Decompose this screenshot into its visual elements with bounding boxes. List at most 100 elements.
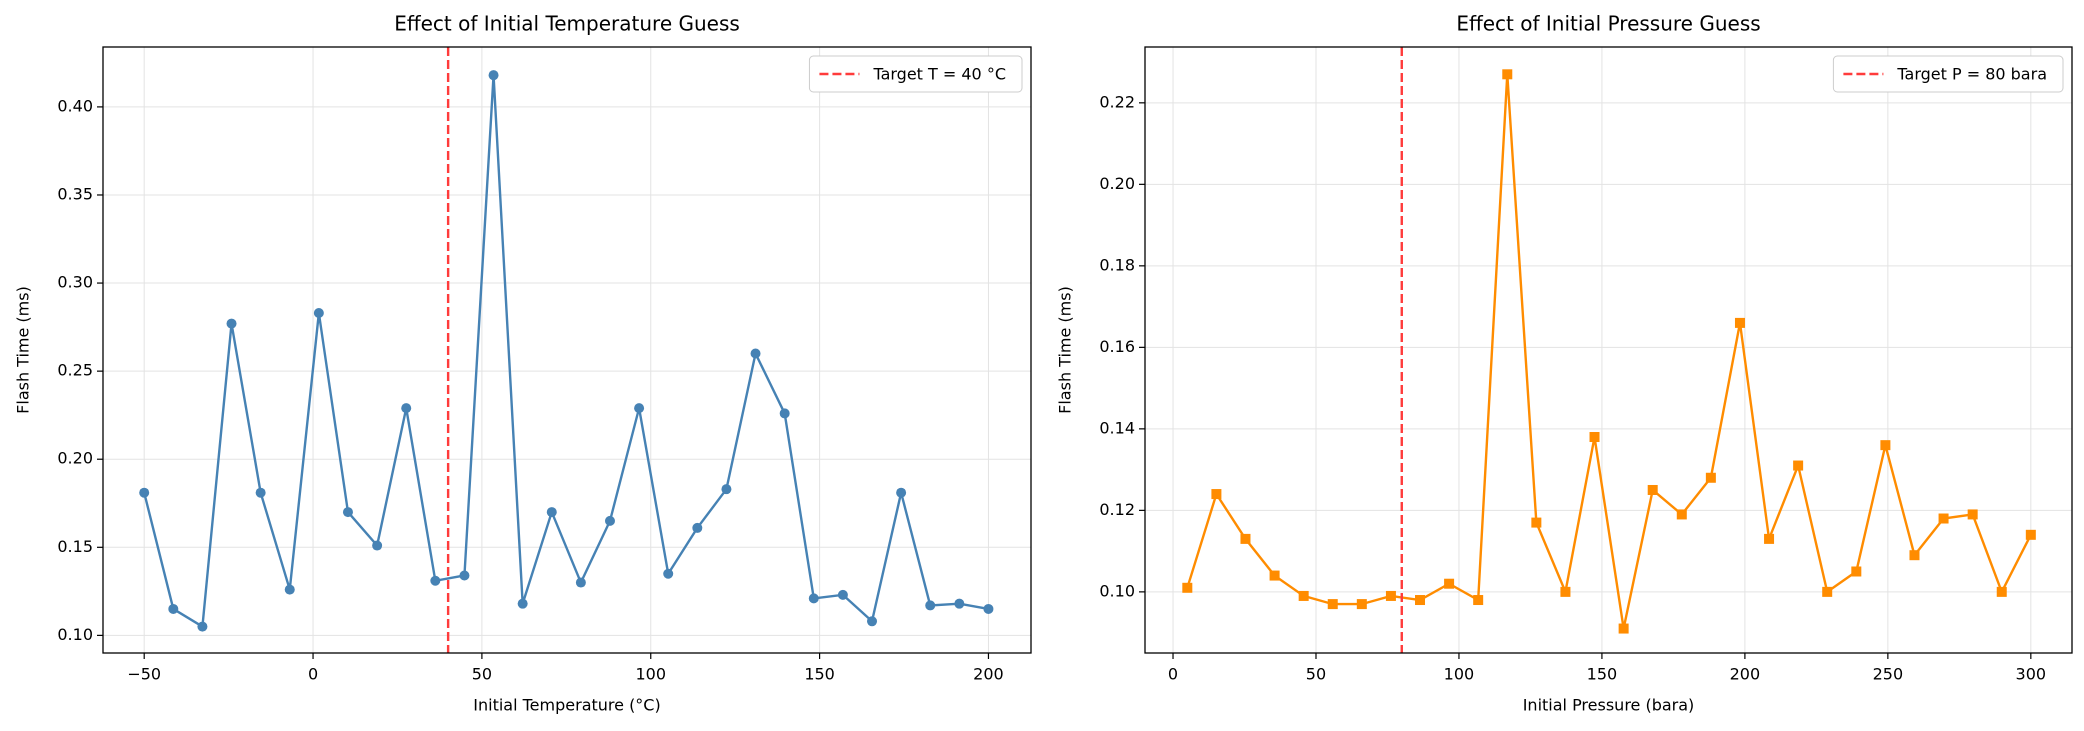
marker bbox=[2025, 529, 2036, 540]
marker bbox=[575, 577, 586, 588]
marker bbox=[546, 507, 557, 518]
marker bbox=[1851, 566, 1862, 577]
x-axis-label: Initial Pressure (bara) bbox=[1523, 696, 1695, 715]
marker bbox=[1415, 595, 1426, 606]
marker bbox=[1967, 509, 1978, 520]
marker bbox=[313, 308, 324, 319]
marker bbox=[1793, 460, 1804, 471]
y-tick-label: 0.35 bbox=[57, 184, 93, 203]
y-axis-label: Flash Time (ms) bbox=[14, 286, 33, 414]
marker bbox=[1560, 586, 1571, 597]
y-tick-label: 0.15 bbox=[57, 537, 93, 556]
y-tick-label: 0.18 bbox=[1099, 255, 1135, 274]
legend-label: Target T = 40 °C bbox=[872, 65, 1006, 84]
x-tick-label: 250 bbox=[1873, 665, 1904, 684]
marker bbox=[925, 600, 936, 611]
data-line bbox=[143, 75, 989, 629]
marker bbox=[1269, 570, 1280, 581]
y-tick-label: 0.20 bbox=[1099, 174, 1135, 193]
marker bbox=[197, 621, 208, 632]
axes-frame bbox=[102, 46, 1032, 654]
marker bbox=[1240, 533, 1251, 544]
marker bbox=[517, 598, 528, 609]
legend-box bbox=[1832, 55, 2064, 93]
marker bbox=[1676, 509, 1687, 520]
marker bbox=[430, 575, 441, 586]
subplot: 0 50 100 150 200 250 300 0.10 0.12 0.14 0.16 0.18 0.… bbox=[1056, 12, 2073, 715]
marker bbox=[1356, 599, 1367, 610]
marker bbox=[1473, 595, 1484, 606]
x-tick-label: 0 bbox=[1168, 665, 1178, 684]
marker bbox=[1647, 484, 1658, 495]
marker bbox=[808, 593, 819, 604]
axes-frame bbox=[1144, 46, 2073, 654]
marker bbox=[692, 522, 703, 533]
marker bbox=[1938, 513, 1949, 524]
x-tick-label: 200 bbox=[1730, 665, 1761, 684]
marker bbox=[604, 515, 615, 526]
chart-title: Effect of Initial Pressure Guess bbox=[1456, 12, 1760, 36]
marker bbox=[750, 348, 761, 359]
y-tick-label: 0.10 bbox=[57, 625, 93, 644]
y-tick-label: 0.12 bbox=[1099, 500, 1135, 519]
marker bbox=[1444, 578, 1455, 589]
marker bbox=[1880, 440, 1891, 451]
marker bbox=[983, 603, 994, 614]
marker bbox=[1734, 317, 1745, 328]
marker bbox=[255, 487, 266, 498]
marker bbox=[226, 318, 237, 329]
x-tick-label: 150 bbox=[804, 665, 835, 684]
marker bbox=[1822, 586, 1833, 597]
y-tick-label: 0.22 bbox=[1099, 92, 1135, 111]
marker bbox=[459, 570, 470, 581]
marker bbox=[1211, 489, 1222, 500]
y-tick-label: 0.10 bbox=[1099, 581, 1135, 600]
x-axis-label: Initial Temperature (°C) bbox=[473, 696, 660, 715]
marker bbox=[1502, 69, 1513, 80]
marker bbox=[1618, 623, 1629, 634]
marker bbox=[1531, 517, 1542, 528]
marker bbox=[1182, 582, 1193, 593]
marker bbox=[1705, 472, 1716, 483]
marker bbox=[168, 603, 179, 614]
marker bbox=[1298, 590, 1309, 601]
marker bbox=[342, 507, 353, 518]
legend: Target T = 40 °C bbox=[808, 55, 1023, 93]
x-tick-label: 200 bbox=[973, 665, 1004, 684]
marker bbox=[954, 598, 965, 609]
marker bbox=[721, 484, 732, 495]
marker bbox=[1996, 586, 2007, 597]
data-line bbox=[1186, 74, 2032, 629]
marker bbox=[1589, 432, 1600, 443]
marker bbox=[284, 584, 295, 595]
marker bbox=[779, 408, 790, 419]
x-tick-label: 100 bbox=[635, 665, 666, 684]
legend: Target P = 80 bara bbox=[1832, 55, 2064, 93]
legend-label: Target P = 80 bara bbox=[1896, 65, 2047, 84]
y-tick-label: 0.40 bbox=[57, 96, 93, 115]
marker bbox=[1327, 599, 1338, 610]
x-tick-label: −50 bbox=[127, 665, 161, 684]
y-tick-label: 0.25 bbox=[57, 361, 93, 380]
x-tick-label: 0 bbox=[308, 665, 318, 684]
marker bbox=[867, 616, 878, 627]
y-tick-label: 0.14 bbox=[1099, 418, 1135, 437]
y-axis-label: Flash Time (ms) bbox=[1056, 286, 1075, 414]
marker bbox=[139, 487, 150, 498]
marker bbox=[1385, 590, 1396, 601]
legend-box bbox=[808, 55, 1023, 93]
marker bbox=[1909, 550, 1920, 561]
marker bbox=[634, 403, 645, 414]
y-tick-label: 0.20 bbox=[57, 449, 93, 468]
x-tick-label: 50 bbox=[1306, 665, 1326, 684]
x-tick-label: 50 bbox=[472, 665, 492, 684]
marker bbox=[488, 70, 499, 81]
marker bbox=[1764, 533, 1775, 544]
subplot: −50 0 50 100 150 200 0.10 0.15 0.20 0.25 0.30 0.35 0… bbox=[14, 12, 1032, 715]
marker bbox=[372, 540, 383, 551]
x-tick-label: 300 bbox=[2016, 665, 2047, 684]
marker bbox=[896, 487, 907, 498]
x-tick-label: 150 bbox=[1587, 665, 1618, 684]
marker bbox=[837, 589, 848, 600]
